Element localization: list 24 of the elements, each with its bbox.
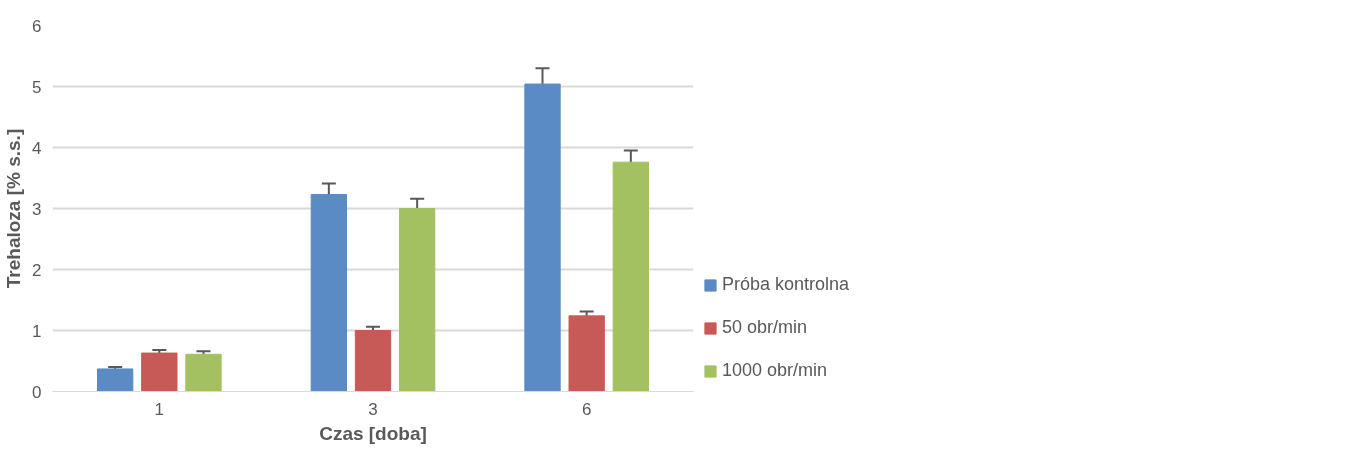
- x-tick-label: 6: [581, 399, 592, 419]
- bar: [568, 315, 605, 392]
- y-tick-label: 3: [32, 199, 42, 219]
- y-tick-label: 0: [32, 382, 42, 402]
- bar: [310, 193, 348, 392]
- x-tick-label: 1: [154, 399, 165, 419]
- bar: [141, 352, 178, 392]
- y-tick-label: 4: [32, 138, 42, 158]
- legend-label: 1000 obr/min: [722, 360, 828, 381]
- y-tick-label: 2: [32, 260, 42, 280]
- bar: [354, 330, 392, 392]
- y-axis-title: Trehaloza [% s.s.]: [3, 128, 25, 289]
- bar: [398, 208, 436, 392]
- y-tick-label: 6: [32, 16, 42, 36]
- x-axis-title: Czas [doba]: [319, 422, 427, 444]
- x-tick-label: 3: [368, 399, 378, 419]
- legend-label: 50 obr/min: [722, 317, 808, 338]
- bar: [524, 83, 561, 392]
- bar: [612, 161, 649, 392]
- bar: [97, 368, 134, 392]
- y-tick-label: 1: [32, 321, 42, 341]
- legend-label: Próba kontrolna: [722, 274, 850, 295]
- y-tick-label: 5: [32, 77, 42, 97]
- bar: [185, 353, 222, 392]
